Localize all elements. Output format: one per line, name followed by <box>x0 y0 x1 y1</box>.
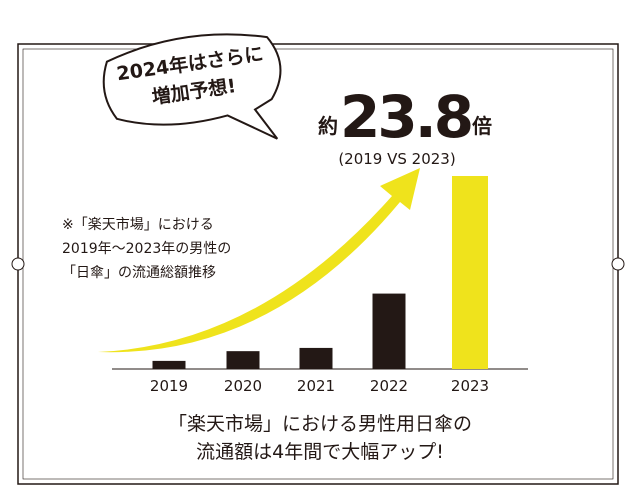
caption: 「楽天市場」における男性用日傘の <box>168 413 472 435</box>
bar <box>152 360 186 369</box>
caption: 流通額は4年間で大幅アップ! <box>196 441 444 463</box>
headline-prefix: 約 <box>318 114 338 138</box>
bar <box>226 351 260 369</box>
headline-value: 23.8 <box>340 83 471 151</box>
bar <box>372 293 406 369</box>
speech-bubble: 2024年はさらに 増加予想! <box>102 33 282 140</box>
x-tick-label: 2019 <box>150 377 188 395</box>
x-tick-label: 2020 <box>224 377 262 395</box>
x-tick-label: 2021 <box>297 377 335 395</box>
bar <box>299 347 333 369</box>
x-tick-label: 2022 <box>370 377 408 395</box>
x-tick-label: 2023 <box>451 377 489 395</box>
bar <box>452 176 488 369</box>
ornament <box>611 257 625 271</box>
ornament <box>11 257 25 271</box>
headline-suffix: 倍 <box>472 114 492 138</box>
arrow <box>98 168 420 353</box>
note: 2019年〜2023年の男性の <box>62 241 231 257</box>
note: 「日傘」の流通総額推移 <box>62 265 216 281</box>
headline-sub: (2019 VS 2023) <box>338 150 455 168</box>
note: ※「楽天市場」における <box>62 216 214 233</box>
